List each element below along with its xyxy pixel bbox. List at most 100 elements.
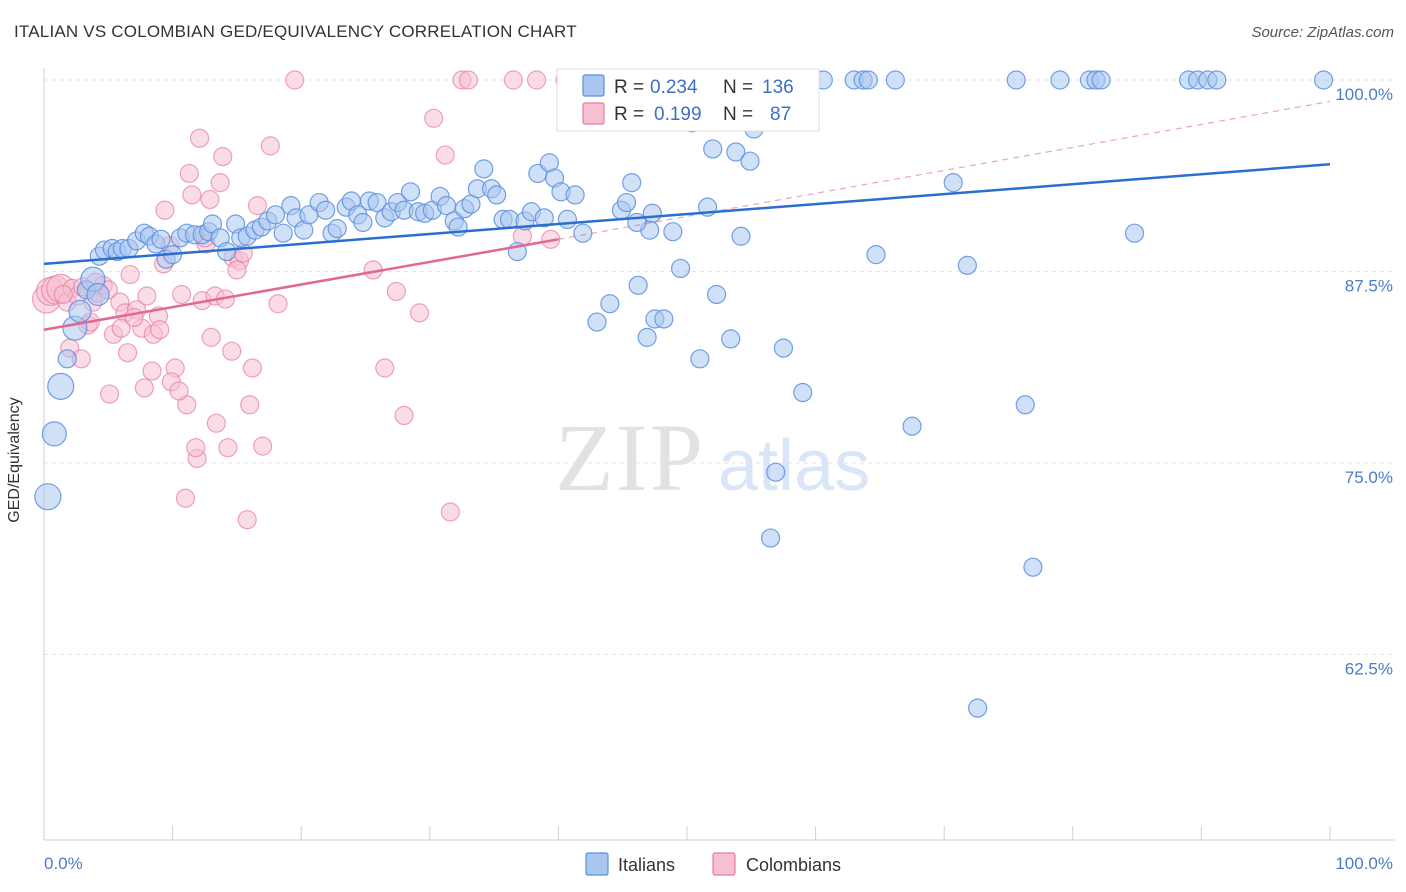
italians-point bbox=[565, 185, 585, 205]
legend-n-colombians: 87 bbox=[770, 104, 791, 125]
colombians-point bbox=[53, 284, 73, 305]
colombians-point bbox=[142, 361, 162, 381]
italians-points bbox=[34, 70, 1334, 718]
italians-point bbox=[1015, 395, 1035, 415]
italians-point bbox=[690, 349, 710, 369]
colombians-point bbox=[150, 320, 170, 340]
italians-point bbox=[41, 421, 67, 447]
colombians-point bbox=[200, 189, 220, 210]
italians-point bbox=[217, 241, 237, 262]
italians-point bbox=[740, 151, 760, 171]
italians-point bbox=[557, 209, 578, 230]
italians-point bbox=[487, 185, 507, 205]
italians-point bbox=[600, 294, 620, 314]
colombians-point bbox=[375, 358, 395, 378]
italians-point bbox=[721, 329, 741, 349]
colombians-point bbox=[424, 108, 444, 128]
italians-trend-line bbox=[43, 163, 1331, 266]
colombians-points bbox=[31, 70, 575, 530]
chart-title: ITALIAN VS COLOMBIAN GED/EQUIVALENCY COR… bbox=[14, 22, 577, 41]
italians-point bbox=[151, 229, 171, 249]
colombians-point bbox=[526, 70, 547, 90]
italians-point bbox=[731, 226, 751, 246]
colombians-point bbox=[386, 281, 406, 302]
italians-point bbox=[703, 139, 723, 159]
italians-point bbox=[1023, 557, 1043, 577]
italians-point bbox=[353, 212, 373, 233]
colombians-point bbox=[260, 136, 280, 156]
italians-point bbox=[628, 275, 648, 295]
italians-point bbox=[616, 192, 637, 213]
italians-point bbox=[474, 159, 494, 179]
colombians-point bbox=[503, 70, 523, 90]
italians-point bbox=[902, 416, 922, 436]
italians-point bbox=[367, 192, 387, 213]
x-tick-label: 0.0% bbox=[44, 854, 83, 873]
colombians-point bbox=[117, 343, 138, 363]
colombians-trend-extension bbox=[558, 100, 1331, 240]
italians-point bbox=[573, 223, 593, 243]
italians-point bbox=[858, 70, 878, 90]
colombians-point bbox=[124, 307, 144, 328]
series-legend: Italians Colombians bbox=[585, 852, 841, 876]
series-legend-swatch-colombians bbox=[712, 852, 736, 876]
correlation-legend: R = 0.234 N = 136 R = 0.199 N = 87 bbox=[556, 68, 820, 132]
italians-point bbox=[943, 173, 963, 193]
colombians-point bbox=[268, 294, 288, 314]
colombians-point bbox=[240, 395, 260, 415]
colombians-point bbox=[175, 488, 196, 508]
series-legend-swatch-italians bbox=[585, 852, 609, 876]
colombians-point bbox=[134, 378, 154, 398]
y-tick-label: 75.0% bbox=[1345, 468, 1393, 487]
colombians-point bbox=[186, 438, 206, 458]
colombians-trend-line bbox=[43, 238, 559, 331]
italians-point bbox=[654, 309, 674, 329]
italians-point bbox=[773, 338, 794, 358]
legend-r-label-colombians: R = bbox=[614, 104, 644, 125]
legend-r-italians: 0.234 bbox=[650, 77, 698, 98]
italians-point bbox=[327, 219, 347, 239]
colombians-point bbox=[247, 196, 268, 216]
italians-point bbox=[265, 205, 286, 225]
colombians-point bbox=[172, 284, 192, 305]
legend-swatch-italians bbox=[582, 74, 605, 97]
colombians-point bbox=[218, 438, 238, 458]
italians-point bbox=[1124, 223, 1145, 243]
colombians-point bbox=[182, 185, 202, 205]
colombians-point bbox=[210, 173, 230, 193]
colombians-point bbox=[409, 303, 430, 323]
italians-point bbox=[663, 222, 683, 242]
series-legend-label-italians: Italians bbox=[618, 855, 675, 875]
colombians-point bbox=[213, 147, 233, 167]
watermark-atlas: atlas bbox=[718, 426, 870, 506]
series-legend-label-colombians: Colombians bbox=[746, 855, 841, 875]
tick-labels: 100.0% 87.5% 75.0% 62.5% 0.0% 100.0% bbox=[44, 85, 1393, 873]
italians-point bbox=[1050, 70, 1070, 90]
colombians-point bbox=[237, 510, 257, 530]
colombians-point bbox=[169, 381, 189, 401]
italians-point bbox=[627, 212, 647, 233]
colombians-point bbox=[206, 413, 226, 433]
italians-point bbox=[866, 245, 886, 265]
italians-point bbox=[316, 200, 336, 220]
italians-point bbox=[1207, 70, 1227, 90]
colombians-point bbox=[201, 327, 221, 347]
italians-point bbox=[670, 258, 691, 279]
italians-point bbox=[760, 528, 781, 548]
italians-point bbox=[957, 255, 977, 275]
italians-point bbox=[793, 382, 813, 403]
colombians-point bbox=[435, 145, 455, 165]
italians-point bbox=[622, 173, 642, 193]
y-tick-label: 87.5% bbox=[1345, 277, 1393, 296]
legend-n-label-colombians: N = bbox=[723, 104, 753, 125]
italians-point bbox=[86, 282, 110, 307]
italians-point bbox=[885, 70, 905, 90]
colombians-point bbox=[190, 128, 210, 148]
italians-point bbox=[968, 698, 988, 718]
legend-n-italians: 136 bbox=[762, 77, 794, 98]
colombians-point bbox=[111, 318, 131, 338]
colombians-point bbox=[394, 405, 414, 426]
italians-point bbox=[637, 327, 657, 347]
y-tick-label: 62.5% bbox=[1345, 660, 1393, 679]
